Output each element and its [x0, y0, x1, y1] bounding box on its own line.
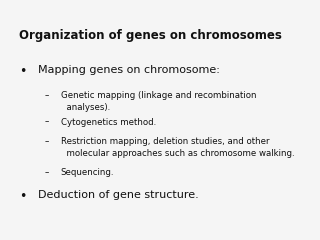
Text: Restriction mapping, deletion studies, and other
  molecular approaches such as : Restriction mapping, deletion studies, a…: [61, 137, 294, 158]
Text: Sequencing.: Sequencing.: [61, 168, 114, 177]
Text: –: –: [45, 137, 49, 146]
Text: Genetic mapping (linkage and recombination
  analyses).: Genetic mapping (linkage and recombinati…: [61, 91, 256, 112]
Text: Cytogenetics method.: Cytogenetics method.: [61, 118, 156, 127]
Text: –: –: [45, 91, 49, 100]
Text: –: –: [45, 118, 49, 127]
Text: Deduction of gene structure.: Deduction of gene structure.: [38, 190, 199, 200]
Text: •: •: [19, 65, 27, 78]
Text: •: •: [19, 190, 27, 203]
Text: Organization of genes on chromosomes: Organization of genes on chromosomes: [19, 29, 282, 42]
Text: Mapping genes on chromosome:: Mapping genes on chromosome:: [38, 65, 220, 75]
Text: –: –: [45, 168, 49, 177]
